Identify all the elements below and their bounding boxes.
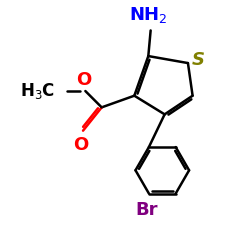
Text: O: O (76, 71, 92, 89)
Text: S: S (192, 50, 205, 68)
Text: H$_3$C: H$_3$C (20, 81, 55, 101)
Text: Br: Br (135, 200, 158, 218)
Text: NH$_2$: NH$_2$ (129, 4, 168, 24)
Text: O: O (73, 136, 88, 154)
